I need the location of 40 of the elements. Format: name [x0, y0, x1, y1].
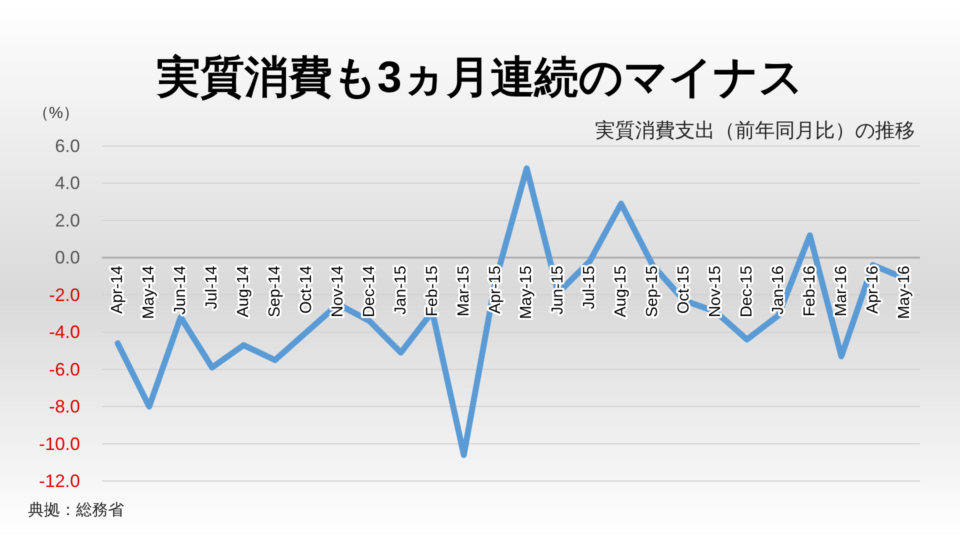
x-tick-label: Mar-16 — [832, 266, 850, 316]
x-tick-label: Jun-15 — [550, 266, 567, 315]
chart-subtitle: 実質消費支出（前年同月比）の推移 — [595, 119, 915, 142]
x-tick-label: Jun-14 — [172, 266, 190, 315]
x-tick-label: Jul-14 — [204, 266, 221, 310]
x-tick-label: Sep-14 — [266, 266, 284, 318]
x-tick-label: Apr-15 — [486, 266, 504, 314]
text: 典拠：総務省 — [28, 501, 124, 519]
x-tick-label: Aug-15 — [612, 266, 630, 318]
x-tick-label: May-15 — [518, 266, 536, 320]
x-tick-label: Feb-15 — [424, 266, 441, 316]
x-tick-label: Dec-14 — [360, 266, 378, 318]
x-tick-label: Jul-15 — [581, 266, 598, 310]
x-tick-label: Feb-16 — [801, 266, 818, 316]
x-tick-label: May-16 — [896, 266, 913, 320]
x-tick-label: Sep-15 — [644, 266, 662, 318]
x-tick-label: Aug-14 — [235, 266, 252, 318]
x-tick-label: Mar-15 — [455, 266, 472, 316]
y-tick-label: -10.0 — [38, 434, 80, 454]
y-tick-label: 2.0 — [54, 210, 80, 230]
y-tick-label: -6.0 — [48, 359, 80, 380]
y-tick-label: -12.0 — [38, 471, 80, 491]
x-tick-label: Oct-14 — [298, 266, 315, 314]
x-tick-label: Jan-15 — [392, 266, 410, 315]
chart-title: 実質消費も3ヵ月連続のマイナス — [155, 53, 804, 102]
x-tick-label: Apr-14 — [109, 266, 126, 314]
x-tick-label: Apr-16 — [864, 266, 882, 314]
y-tick-label: -8.0 — [48, 396, 80, 417]
x-tick-label: Oct-15 — [676, 266, 693, 314]
y-tick-label: 6.0 — [54, 136, 80, 156]
x-tick-label: Nov-15 — [707, 266, 724, 318]
y-tick-label: -2.0 — [48, 284, 80, 305]
x-tick-label: Jan-16 — [770, 266, 787, 315]
y-tick-label: -4.0 — [48, 322, 80, 342]
y-tick-label: 0.0 — [54, 248, 80, 268]
y-tick-label: 4.0 — [54, 173, 80, 194]
x-tick-label: Dec-15 — [738, 266, 756, 318]
x-tick-label: May-14 — [140, 266, 158, 320]
y-axis-title: （%） — [32, 105, 80, 122]
x-tick-label: Nov-14 — [329, 266, 346, 318]
